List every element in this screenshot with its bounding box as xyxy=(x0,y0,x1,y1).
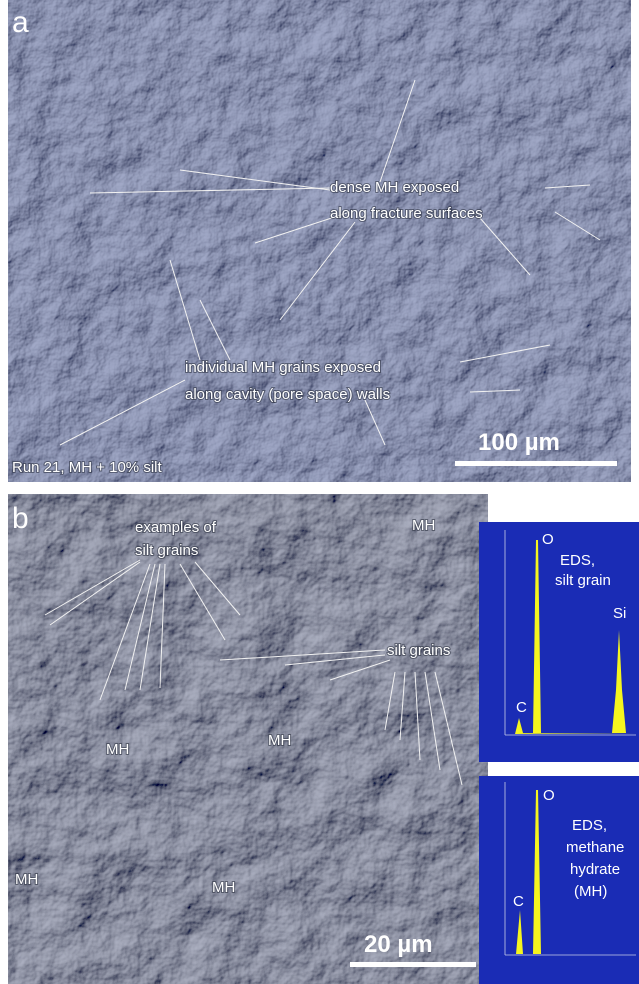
peak-label: Si xyxy=(613,605,626,622)
eds-background xyxy=(479,776,639,984)
annotation: individual MH grains exposed xyxy=(185,359,381,376)
peak-label: O xyxy=(543,787,555,804)
sample-label: Run 21, MH + 10% silt xyxy=(12,459,162,476)
eds-title: methane xyxy=(566,839,624,856)
eds-mh: O EDS, methane hydrate (MH) C xyxy=(479,776,639,984)
eds-title: EDS, xyxy=(572,817,607,834)
panel-label: b xyxy=(12,502,29,535)
eds-title: EDS, xyxy=(560,552,595,569)
annotation: along fracture surfaces xyxy=(330,205,483,222)
sem-image xyxy=(8,494,488,984)
annotation: silt grains xyxy=(387,642,450,659)
scale-bar-label: 20 µm xyxy=(364,931,433,958)
eds-silt: O EDS, silt grain Si C xyxy=(479,522,639,762)
eds-title: hydrate xyxy=(570,861,620,878)
annotation: silt grains xyxy=(135,542,198,559)
eds-title: silt grain xyxy=(555,572,611,589)
scale-bar xyxy=(455,461,617,466)
scale-bar xyxy=(350,962,476,967)
tint xyxy=(8,0,631,482)
mh-label: MH xyxy=(15,871,38,888)
panel-b: b examples of silt grains silt grains MH… xyxy=(8,494,488,984)
peak-label: C xyxy=(513,893,524,910)
mh-label: MH xyxy=(412,517,435,534)
annotation: along cavity (pore space) walls xyxy=(185,386,390,403)
mh-label: MH xyxy=(106,741,129,758)
peak-label: C xyxy=(516,699,527,716)
annotation: dense MH exposed xyxy=(330,179,459,196)
mh-label: MH xyxy=(212,879,235,896)
figure: a dense MH exposed along fracture surfac… xyxy=(0,0,639,984)
mh-label: MH xyxy=(268,732,291,749)
panel-label: a xyxy=(12,6,29,39)
panel-a: a dense MH exposed along fracture surfac… xyxy=(8,0,631,482)
peak-label: O xyxy=(542,531,554,548)
eds-title: (MH) xyxy=(574,883,607,900)
scale-bar-label: 100 µm xyxy=(478,429,560,456)
annotation: examples of xyxy=(135,519,217,536)
